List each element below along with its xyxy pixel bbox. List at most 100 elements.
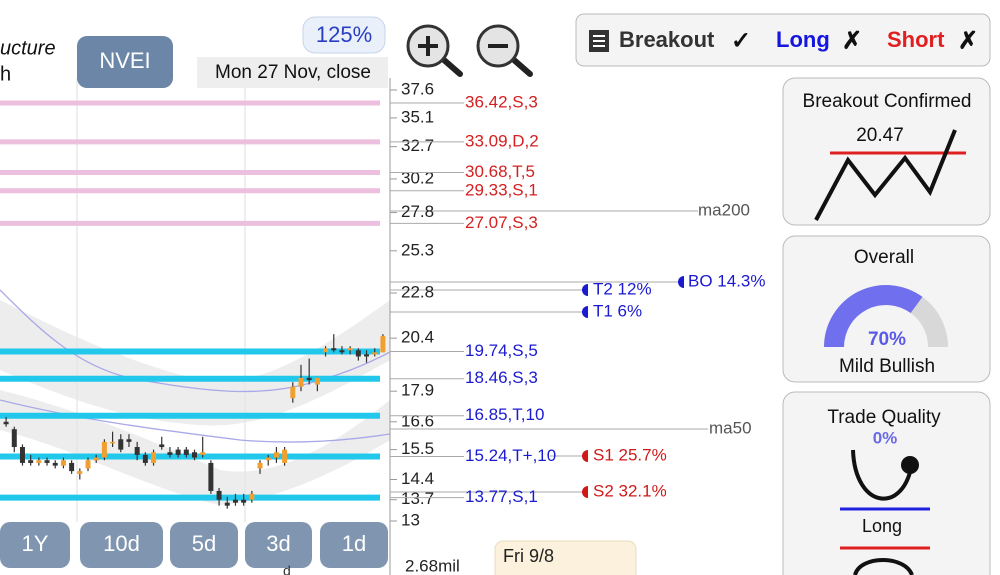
y-tick-label: 37.6 (401, 79, 434, 98)
candle-body (298, 377, 304, 387)
period-button[interactable] (80, 522, 163, 568)
long-mark: ✗ (842, 27, 862, 54)
breakout-toggle[interactable]: Breakout (619, 27, 715, 52)
toolbar (575, 13, 991, 67)
date-box (197, 57, 388, 88)
candle-body (364, 354, 370, 357)
breakout-price: 20.47 (856, 125, 904, 146)
volume-label: 2.68mil (405, 556, 460, 575)
candle-body (85, 460, 91, 469)
candle-body (134, 447, 140, 455)
candle-body (151, 452, 157, 463)
candle-body (265, 457, 271, 461)
y-tick-label: 14.4 (401, 469, 434, 488)
candle-body (224, 502, 230, 506)
long-toggle[interactable]: Long (776, 27, 830, 52)
period-button[interactable] (320, 522, 388, 568)
candle-body (290, 386, 296, 399)
quality-score: 0% (873, 428, 898, 447)
period-label[interactable]: 1d (342, 531, 366, 556)
symbol[interactable]: NVEI (99, 48, 150, 73)
level-label: 27.07,S,3 (465, 213, 538, 232)
zoom-out[interactable] (476, 24, 533, 77)
t2-marker (582, 284, 588, 296)
candle-body (241, 499, 247, 503)
y-tick-label: 35.1 (401, 107, 434, 126)
s1-label: S1 25.7% (593, 445, 667, 464)
candle-body (101, 441, 107, 458)
y-tick-label: 25.3 (401, 240, 434, 259)
quality-dot (901, 456, 919, 474)
candle-body (306, 377, 312, 381)
period-label[interactable]: 5d (192, 531, 216, 556)
y-tick-label: 20.4 (401, 328, 434, 347)
candle-body (77, 471, 83, 474)
candle-body (216, 490, 222, 500)
quality-panel (782, 391, 991, 575)
t1-marker (582, 306, 588, 318)
fragment: d (283, 563, 291, 575)
s2-marker (582, 486, 588, 498)
overall-score: 70% (868, 329, 906, 350)
panel-title: Trade Quality (827, 407, 941, 428)
level-label: 30.68,T,5 (465, 162, 535, 181)
t1-label: T1 6% (593, 301, 642, 320)
candle-body (200, 452, 206, 455)
candle-body (167, 452, 173, 455)
candle-body (339, 350, 345, 353)
candle-body (355, 350, 361, 357)
overall-verdict: Mild Bullish (839, 356, 935, 377)
y-tick-label: 27.8 (401, 202, 434, 221)
y-tick-label: 17.9 (401, 381, 434, 400)
level-label: 29.33,S,1 (465, 180, 538, 199)
ma200-label: ma200 (698, 200, 750, 219)
candle-body (142, 454, 148, 463)
candle-body (118, 439, 124, 450)
t2-label: T2 12% (593, 279, 652, 298)
menu-icon[interactable] (589, 30, 609, 52)
level-label: 13.77,S,1 (465, 487, 538, 506)
symbol-button[interactable] (77, 36, 173, 88)
candle-body (249, 493, 255, 500)
candle-body (347, 348, 353, 351)
candle-body (44, 460, 50, 463)
s2-label: S2 32.1% (593, 481, 667, 500)
y-tick-label: 32.7 (401, 136, 434, 155)
panel-title: Overall (854, 247, 914, 268)
period-button[interactable] (170, 522, 238, 568)
short-mark: ✗ (958, 27, 978, 54)
short-toggle[interactable]: Short (887, 27, 945, 52)
ma50-label: ma50 (709, 418, 752, 437)
panel-title: Breakout Confirmed (803, 91, 972, 112)
candle-body (93, 457, 99, 461)
zoom-button[interactable] (302, 16, 386, 54)
period-label[interactable]: 10d (103, 531, 140, 556)
level-label: 33.09,D,2 (465, 131, 539, 150)
candle-body (273, 452, 279, 458)
period-button[interactable] (0, 522, 70, 568)
zoom-in[interactable] (406, 24, 463, 77)
quality-icon (851, 449, 914, 501)
candle-body (69, 462, 75, 472)
period-label[interactable]: 1Y (22, 531, 49, 556)
y-tick-label: 13 (401, 510, 420, 529)
gauge-fill (824, 285, 923, 347)
candle-body (28, 460, 34, 463)
y-tick-label: 30.2 (401, 168, 434, 187)
level-label: 15.24,T+,10 (465, 446, 556, 465)
candle-body (331, 348, 337, 351)
candle-body (175, 449, 181, 455)
candle-body (3, 421, 9, 425)
zoom-level[interactable]: 125% (316, 22, 372, 47)
candle-body (52, 462, 58, 466)
short-icon (853, 558, 914, 575)
candle-body (208, 462, 214, 491)
s1-marker (582, 450, 588, 462)
subtitle-fragment: h (0, 63, 11, 85)
period-label[interactable]: 3d (266, 531, 290, 556)
level-label: 19.74,S,5 (465, 341, 538, 360)
bo-label: BO 14.3% (688, 271, 766, 290)
period-button[interactable] (245, 522, 312, 568)
candle-body (257, 462, 263, 469)
breakout-icon (814, 129, 957, 221)
